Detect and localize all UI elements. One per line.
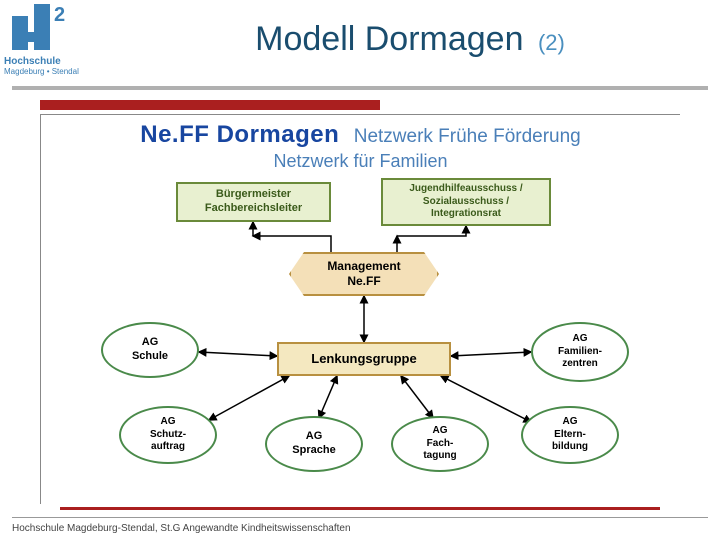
footer-divider bbox=[12, 517, 708, 518]
node-ag_fachtagung: AGFach-tagung bbox=[391, 416, 489, 472]
title-main: Modell Dormagen bbox=[255, 20, 523, 58]
node-top_left: BürgermeisterFachbereichsleiter bbox=[176, 182, 331, 222]
accent-bar bbox=[40, 100, 380, 110]
node-management: ManagementNe.FF bbox=[289, 252, 439, 296]
node-ag_sprache: AGSprache bbox=[265, 416, 363, 472]
node-ag_familien: AGFamilien-zentren bbox=[531, 322, 629, 382]
title-sub: (2) bbox=[538, 30, 565, 55]
node-ag_schutz: AGSchutz-auftrag bbox=[119, 406, 217, 464]
diagram-heading: Ne.FF Dormagen Netzwerk Frühe Förderung … bbox=[41, 121, 680, 172]
node-ag_schule: AGSchule bbox=[101, 322, 199, 378]
edge-lenkung-ag_schule bbox=[199, 352, 277, 356]
edge-lenkung-ag_eltern bbox=[441, 376, 531, 422]
university-logo: 2 Hochschule Magdeburg • Stendal bbox=[4, 4, 128, 82]
diagram-container: Ne.FF Dormagen Netzwerk Frühe Förderung … bbox=[40, 114, 680, 504]
node-top_right: Jugendhilfeausschuss /Sozialausschuss /I… bbox=[381, 178, 551, 226]
slide-title: Modell Dormagen (2) bbox=[100, 0, 720, 59]
title-divider bbox=[12, 86, 708, 90]
node-lenkung: Lenkungsgruppe bbox=[277, 342, 451, 376]
node-ag_eltern: AGEltern-bildung bbox=[521, 406, 619, 464]
logo-text-line1: Hochschule bbox=[4, 56, 128, 67]
edge-top_right-management bbox=[397, 226, 466, 252]
accent-bar-bottom bbox=[60, 507, 660, 510]
logo-mark: 2 bbox=[12, 4, 82, 54]
edge-lenkung-ag_schutz bbox=[209, 376, 289, 420]
edge-lenkung-ag_sprache bbox=[319, 376, 337, 418]
diagram-area: BürgermeisterFachbereichsleiter Jugendhil… bbox=[41, 172, 680, 492]
logo-text-line2: Magdeburg • Stendal bbox=[4, 67, 128, 76]
edge-top_left-management bbox=[253, 222, 331, 252]
diagram-subtitle: Netzwerk Frühe Förderung bbox=[354, 126, 581, 147]
diagram-subtitle-2: Netzwerk für Familien bbox=[41, 151, 680, 172]
footer-text: Hochschule Magdeburg-Stendal, St.G Angew… bbox=[12, 523, 351, 534]
edge-lenkung-ag_familien bbox=[451, 352, 531, 356]
diagram-brand: Ne.FF Dormagen bbox=[140, 121, 339, 148]
edge-lenkung-ag_fachtagung bbox=[401, 376, 433, 418]
